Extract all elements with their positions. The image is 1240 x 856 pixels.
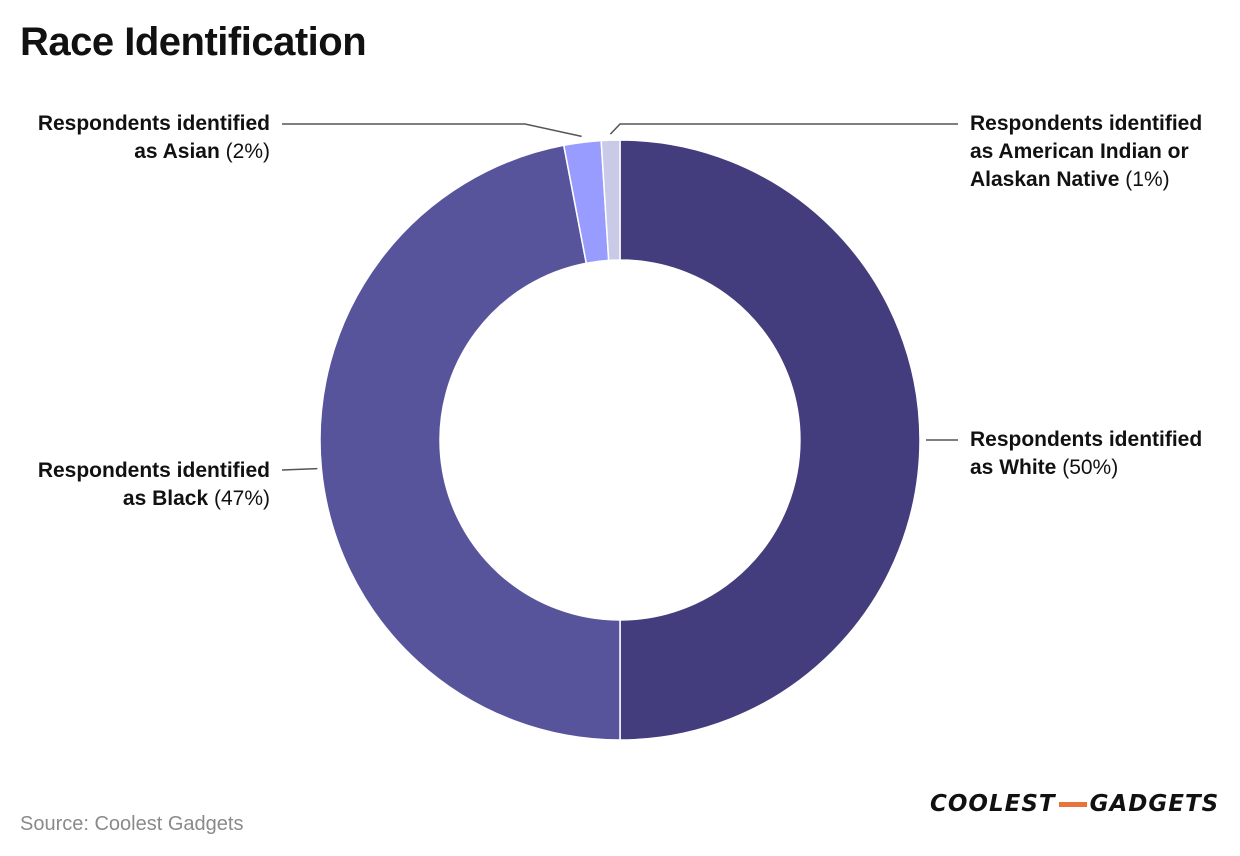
- slice-label-american-indian: Respondents identified as American India…: [970, 110, 1230, 194]
- leader-line-black: [281, 467, 318, 471]
- slice-label-black-pct: (47%): [213, 487, 270, 510]
- donut-slice-american-indian: [600, 139, 621, 262]
- slice-label-white-name: Respondents identified as White: [970, 428, 1203, 479]
- leader-line-american-indian: [609, 123, 958, 135]
- slice-label-black-name: Respondents identified as Black: [37, 459, 270, 510]
- chart-title: Race Identification: [20, 20, 367, 64]
- slice-label-american-indian-pct: (1%): [1125, 168, 1170, 191]
- slice-label-white: Respondents identified as White (50%): [970, 426, 1230, 482]
- brand-logo-dash: [1058, 802, 1087, 807]
- brand-logo-part1: COOLEST: [930, 791, 1056, 817]
- slice-label-asian-pct: (2%): [225, 140, 270, 163]
- source-note: Source: Coolest Gadgets: [20, 813, 244, 835]
- slice-label-white-pct: (50%): [1062, 456, 1119, 479]
- donut-slice-black: [319, 144, 621, 741]
- leader-line-asian: [282, 123, 582, 138]
- donut-slice-white: [619, 139, 921, 741]
- brand-logo-part2: GADGETS: [1089, 791, 1220, 817]
- slice-label-asian-name: Respondents identified as Asian: [37, 112, 270, 163]
- brand-logo: COOLEST GADGETS: [930, 791, 1219, 817]
- slice-label-american-indian-name: Respondents identified as American India…: [970, 112, 1203, 191]
- slice-label-black: Respondents identified as Black (47%): [10, 457, 270, 513]
- slice-label-asian: Respondents identified as Asian (2%): [10, 110, 270, 166]
